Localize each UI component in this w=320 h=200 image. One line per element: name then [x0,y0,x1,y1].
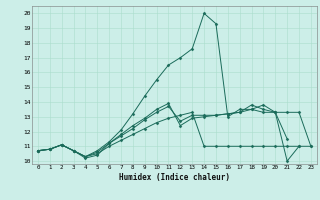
X-axis label: Humidex (Indice chaleur): Humidex (Indice chaleur) [119,173,230,182]
